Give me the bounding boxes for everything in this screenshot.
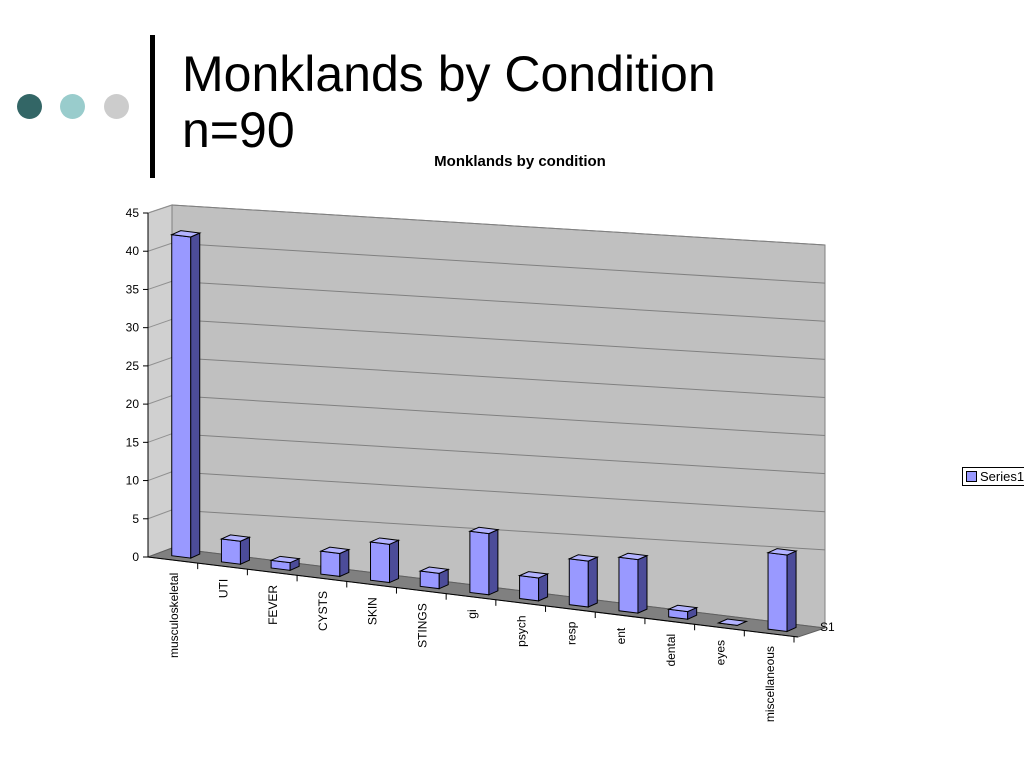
chart-side-wall bbox=[147, 204, 173, 558]
bar-top bbox=[617, 552, 649, 561]
bar-top bbox=[468, 526, 500, 535]
x-category-label: resp bbox=[564, 621, 578, 645]
gridline bbox=[171, 395, 826, 437]
chart-title: Monklands by condition bbox=[434, 153, 606, 170]
slide-dot-3 bbox=[104, 94, 129, 119]
bar-side bbox=[389, 539, 400, 584]
gridline bbox=[171, 356, 826, 398]
bar-front bbox=[469, 530, 490, 596]
bar-front bbox=[370, 541, 391, 584]
bar-top bbox=[766, 548, 798, 556]
bar-side bbox=[786, 550, 797, 633]
bar-front bbox=[519, 575, 540, 602]
bar-side bbox=[239, 536, 250, 565]
y-tick-label: 0 bbox=[132, 550, 139, 564]
gridline-side bbox=[147, 471, 173, 482]
bar-top bbox=[716, 618, 749, 626]
gridline-side bbox=[147, 242, 173, 252]
slide-title-line1: Monklands by Condition bbox=[182, 46, 716, 102]
legend-label: Series1 bbox=[980, 469, 1024, 484]
gridline-side bbox=[147, 204, 173, 214]
legend-swatch bbox=[966, 471, 977, 482]
gridline-side bbox=[147, 318, 173, 329]
y-tick-label: 15 bbox=[126, 435, 140, 449]
x-category-label: gi bbox=[465, 609, 479, 618]
bar-top bbox=[567, 554, 600, 562]
bar-top bbox=[169, 230, 202, 238]
gridline-side bbox=[147, 280, 173, 290]
x-category-label: eyes bbox=[713, 640, 727, 665]
x-category-label: FEVER bbox=[266, 585, 280, 625]
gridline bbox=[171, 204, 826, 246]
bar-side bbox=[339, 548, 350, 578]
y-tick-label: 10 bbox=[126, 474, 140, 488]
bar-front bbox=[767, 552, 788, 633]
y-tick-label: 30 bbox=[126, 321, 140, 335]
x-category-label: STINGS bbox=[415, 603, 429, 648]
slide-dot-1 bbox=[17, 94, 42, 119]
gridline bbox=[171, 318, 826, 360]
title-accent-bar bbox=[150, 35, 155, 178]
x-category-label: dental bbox=[664, 634, 678, 667]
gridline-side bbox=[147, 509, 173, 520]
bar-top bbox=[269, 555, 301, 564]
gridline-side bbox=[147, 395, 173, 405]
x-category-label: SKIN bbox=[366, 597, 380, 625]
x-axis-line bbox=[147, 556, 799, 638]
x-category-label: musculoskeletal bbox=[167, 573, 181, 658]
bar-top bbox=[666, 604, 699, 613]
slide-title: Monklands by Condition n=90 bbox=[182, 46, 716, 158]
bar-side bbox=[190, 232, 201, 559]
slide-title-line2: n=90 bbox=[182, 102, 295, 158]
chart-legend: Series1 bbox=[962, 467, 1024, 486]
x-category-label: ent bbox=[614, 627, 628, 644]
bar-side bbox=[538, 573, 549, 602]
x-category-label: psych bbox=[515, 615, 529, 646]
y-tick-label: 45 bbox=[126, 206, 140, 220]
bar-side bbox=[488, 528, 499, 596]
bar-front bbox=[419, 570, 440, 590]
x-category-label: CYSTS bbox=[316, 591, 330, 631]
y-tick-label: 5 bbox=[132, 512, 139, 526]
y-tick-label: 35 bbox=[126, 282, 140, 296]
y-tick-label: 20 bbox=[126, 397, 140, 411]
gridline-side bbox=[147, 433, 173, 443]
bar-front bbox=[320, 550, 341, 577]
gridline bbox=[171, 471, 826, 513]
gridline bbox=[171, 280, 826, 322]
bar-side bbox=[637, 554, 648, 614]
bar-top bbox=[219, 534, 252, 542]
x-category-label: miscellaneous bbox=[763, 646, 777, 722]
gridline bbox=[171, 433, 826, 475]
bar-front bbox=[171, 234, 192, 559]
depth-axis-label: S1 bbox=[820, 620, 835, 634]
bar-front bbox=[220, 538, 241, 565]
bar-front bbox=[568, 558, 589, 608]
gridline-side bbox=[147, 356, 173, 367]
y-tick-label: 40 bbox=[126, 244, 140, 258]
bar-top bbox=[517, 571, 550, 579]
bar-top bbox=[418, 566, 451, 574]
bar-top bbox=[368, 537, 401, 545]
x-category-label: UTI bbox=[217, 579, 231, 598]
bar-front bbox=[618, 556, 639, 614]
bar-top bbox=[318, 546, 351, 555]
slide-dot-2 bbox=[60, 94, 85, 119]
gridline bbox=[171, 242, 826, 284]
y-tick-label: 25 bbox=[126, 359, 140, 373]
bar-side bbox=[587, 556, 598, 608]
